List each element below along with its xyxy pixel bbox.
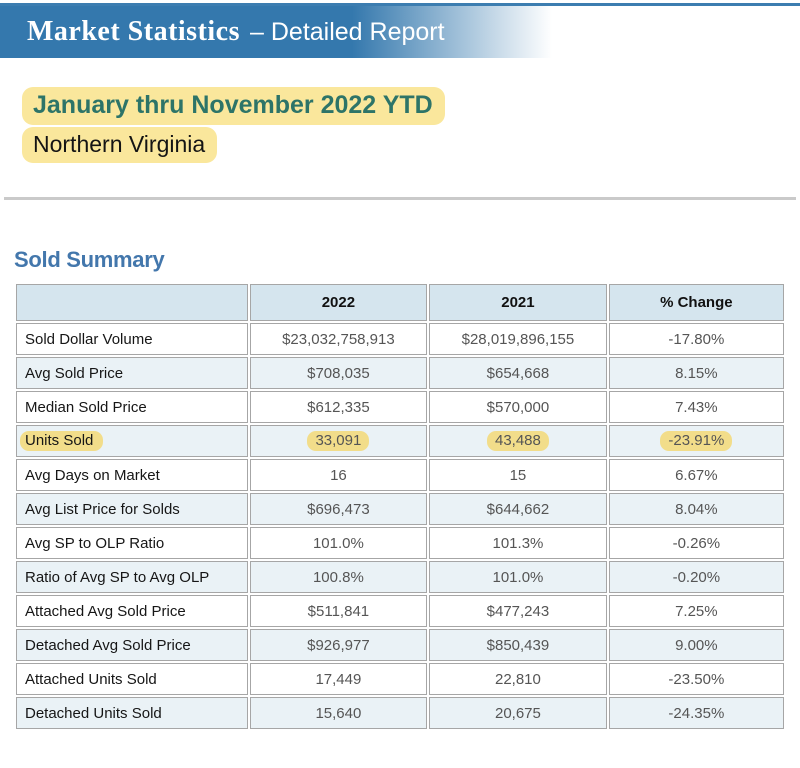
value-2021: $644,662 (429, 493, 607, 525)
value-2022: 15,640 (249, 697, 428, 729)
row-label: Avg Days on Market (16, 459, 248, 491)
value-2021: $850,439 (429, 629, 607, 661)
value-change: 7.43% (608, 391, 784, 423)
table-row-avg-days-on-market: Avg Days on Market 16 15 6.67% (16, 459, 784, 491)
value-2021: 101.3% (429, 527, 607, 559)
value-change: 6.67% (608, 459, 784, 491)
value-2022: 100.8% (249, 561, 428, 593)
report-scope: January thru November 2022 YTD Northern … (22, 87, 800, 163)
value-2021: $28,019,896,155 (429, 323, 607, 355)
value-change: -0.20% (608, 561, 784, 593)
value-2022: 17,449 (249, 663, 428, 695)
units-sold-change-highlight: -23.91% (660, 431, 733, 451)
report-subtitle: – Detailed Report (250, 17, 445, 46)
table-row-ratio-avg-sp-avg-olp: Ratio of Avg SP to Avg OLP 100.8% 101.0%… (16, 561, 784, 593)
value-2021: 15 (429, 459, 607, 491)
value-change: -23.91% (608, 425, 784, 457)
column-header-metric (16, 284, 248, 321)
column-header-2022: 2022 (249, 284, 428, 321)
value-2022: $23,032,758,913 (249, 323, 428, 355)
value-2021: 20,675 (429, 697, 607, 729)
row-label: Sold Dollar Volume (16, 323, 248, 355)
value-change: 8.15% (608, 357, 784, 389)
period-highlight: January thru November 2022 YTD (22, 87, 445, 125)
value-2022: $696,473 (249, 493, 428, 525)
value-2022: 16 (249, 459, 428, 491)
row-label: Detached Avg Sold Price (16, 629, 248, 661)
value-2022: $612,335 (249, 391, 428, 423)
value-change: -24.35% (608, 697, 784, 729)
table-row-median-sold-price: Median Sold Price $612,335 $570,000 7.43… (16, 391, 784, 423)
value-2022: $708,035 (249, 357, 428, 389)
row-label: Detached Units Sold (16, 697, 248, 729)
value-change: 9.00% (608, 629, 784, 661)
value-2022: $926,977 (249, 629, 428, 661)
row-label: Units Sold (16, 425, 248, 457)
region-row: Northern Virginia (22, 127, 800, 163)
row-label: Attached Avg Sold Price (16, 595, 248, 627)
table-row-sold-dollar-volume: Sold Dollar Volume $23,032,758,913 $28,0… (16, 323, 784, 355)
value-change: -17.80% (608, 323, 784, 355)
horizontal-divider (4, 197, 796, 200)
value-2021: 22,810 (429, 663, 607, 695)
table-row-avg-sold-price: Avg Sold Price $708,035 $654,668 8.15% (16, 357, 784, 389)
value-2021: $654,668 (429, 357, 607, 389)
units-sold-2022-highlight: 33,091 (307, 431, 370, 451)
table-row-attached-units-sold: Attached Units Sold 17,449 22,810 -23.50… (16, 663, 784, 695)
row-label: Median Sold Price (16, 391, 248, 423)
value-2022: 101.0% (249, 527, 428, 559)
value-2021: 43,488 (429, 425, 607, 457)
period-text: January thru November 2022 YTD (33, 91, 433, 119)
table-row-attached-avg-sold-price: Attached Avg Sold Price $511,841 $477,24… (16, 595, 784, 627)
value-change: -0.26% (608, 527, 784, 559)
row-label: Avg Sold Price (16, 357, 248, 389)
sold-summary-table: 2022 2021 % Change Sold Dollar Volume $2… (14, 282, 786, 731)
banner-top-line (0, 3, 800, 6)
row-label: Avg List Price for Solds (16, 493, 248, 525)
row-label: Ratio of Avg SP to Avg OLP (16, 561, 248, 593)
value-change: 7.25% (608, 595, 784, 627)
value-change: -23.50% (608, 663, 784, 695)
column-header-2021: 2021 (429, 284, 607, 321)
units-sold-2021-highlight: 43,488 (486, 431, 549, 451)
table-row-avg-sp-olp-ratio: Avg SP to OLP Ratio 101.0% 101.3% -0.26% (16, 527, 784, 559)
value-2021: 101.0% (429, 561, 607, 593)
column-header-change: % Change (608, 284, 784, 321)
value-change: 8.04% (608, 493, 784, 525)
region-highlight: Northern Virginia (22, 127, 218, 163)
value-2021: $570,000 (429, 391, 607, 423)
table-row-avg-list-price: Avg List Price for Solds $696,473 $644,6… (16, 493, 784, 525)
page-top-margin (0, 0, 800, 3)
row-label: Attached Units Sold (16, 663, 248, 695)
table-row-detached-units-sold: Detached Units Sold 15,640 20,675 -24.35… (16, 697, 784, 729)
units-sold-highlight: Units Sold (20, 431, 104, 451)
value-2022: $511,841 (249, 595, 428, 627)
report-title: Market Statistics (27, 16, 241, 47)
report-banner: Market Statistics – Detailed Report (0, 6, 800, 58)
table-header-row: 2022 2021 % Change (16, 284, 784, 321)
value-2022: 33,091 (249, 425, 428, 457)
section-title: Sold Summary (14, 247, 165, 272)
period-row: January thru November 2022 YTD (22, 87, 800, 125)
row-label: Avg SP to OLP Ratio (16, 527, 248, 559)
table-row-units-sold: Units Sold 33,091 43,488 -23.91% (16, 425, 784, 457)
table-row-detached-avg-sold-price: Detached Avg Sold Price $926,977 $850,43… (16, 629, 784, 661)
value-2021: $477,243 (429, 595, 607, 627)
region-text: Northern Virginia (33, 131, 206, 157)
